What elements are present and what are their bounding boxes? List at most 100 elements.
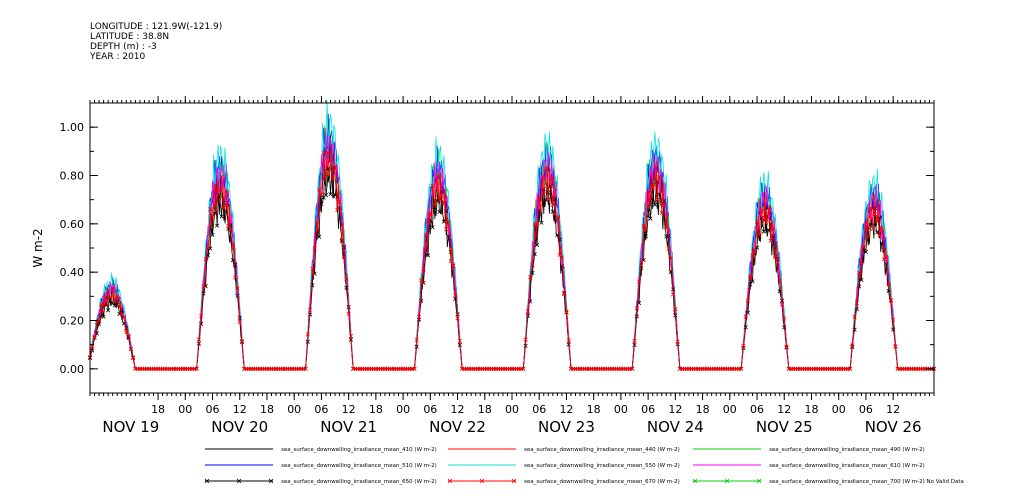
series-marker [754,219,760,224]
series-marker [199,314,204,319]
series-marker [870,226,875,231]
series-marker [664,225,669,230]
day-label: NOV 26 [865,418,922,436]
legend-marker [236,478,242,484]
series-marker [521,366,526,371]
series-marker [759,209,764,214]
legend-marker [268,478,274,484]
series-marker [439,193,444,199]
series-marker [328,158,333,163]
series-marker [634,306,639,311]
xtick-label: 18 [151,403,165,416]
series-marker [555,233,560,238]
series-marker [666,247,671,252]
series-marker [92,335,97,340]
series-marker [323,172,329,177]
legend-marker [756,478,762,484]
legend-marker [724,478,730,484]
series-marker [226,224,231,229]
series-marker [868,206,873,211]
series-marker [201,284,206,289]
series-marker [539,184,544,189]
series-marker [348,334,353,339]
ytick-label: 0.60 [60,218,85,231]
xtick-label: 12 [777,403,791,416]
series-marker [121,315,127,320]
legend-marker [511,478,517,484]
series-marker [564,309,569,314]
series-marker [852,314,857,319]
series-marker [219,174,224,180]
xtick-label: 00 [396,403,410,416]
series-marker [664,234,669,239]
series-marker [203,256,208,262]
series-marker [444,227,449,232]
series-marker [310,266,315,271]
series-marker [634,314,639,319]
series-marker [652,174,658,179]
series-marker [112,299,118,304]
xtick-label: 18 [804,403,818,416]
series-marker [775,260,780,265]
series-line [89,100,934,370]
series-marker [319,202,324,207]
series-marker [230,247,236,252]
series-marker [743,314,748,319]
series-marker [530,262,535,268]
series-marker [666,233,671,238]
series-marker [108,295,113,300]
depth-text: DEPTH (m) : -3 [90,42,157,52]
legend: sea_surface_downwelling_irradiance_mean_… [204,447,964,485]
series-marker [782,316,787,321]
series-marker [643,234,648,239]
series-marker [448,259,453,264]
series-marker [739,366,744,371]
ytick-label: 0.20 [60,315,85,328]
series-marker [435,174,440,179]
series-marker [106,288,111,293]
series-marker [559,255,564,260]
series-marker [446,221,451,226]
xtick-label: 12 [559,403,573,416]
xtick-label: 18 [696,403,710,416]
series-marker [630,366,635,371]
series-marker [337,200,342,205]
xtick-label: 00 [614,403,628,416]
series-marker [425,253,431,258]
series-marker [332,164,338,169]
plot-frame [89,102,935,394]
series-marker [303,366,308,371]
legend-label: sea_surface_downwelling_irradiance_mean_… [769,447,925,453]
series-marker [866,234,871,239]
series-marker [441,219,447,224]
series-marker [888,298,893,303]
series-marker [117,304,122,309]
series-marker [344,276,349,281]
series-marker [128,347,133,352]
series-marker [101,301,106,306]
legend-label: sea_surface_downwelling_irradiance_mean_… [769,479,964,485]
legend-label: sea_surface_downwelling_irradiance_mean_… [281,479,437,485]
day-label: NOV 23 [538,418,595,436]
xtick-label: 12 [668,403,682,416]
series-marker [126,333,131,338]
series-marker [673,313,678,318]
series-marker [852,327,857,332]
series-marker [201,291,206,296]
xtick-label: 06 [532,403,546,416]
latitude-text: LATITUDE : 38.8N [90,32,170,42]
series-marker [432,203,437,208]
series-marker [541,192,546,197]
series-marker [314,219,319,224]
series-marker [675,339,680,344]
series-marker [553,212,558,217]
xtick-label: 00 [178,403,192,416]
series-marker [643,226,648,231]
series-marker [543,165,549,171]
day-label: NOV 22 [429,418,486,436]
series-marker [757,233,762,238]
series-marker [877,215,882,221]
series-marker [779,302,785,307]
series-marker [346,311,351,316]
series-marker [861,245,866,250]
